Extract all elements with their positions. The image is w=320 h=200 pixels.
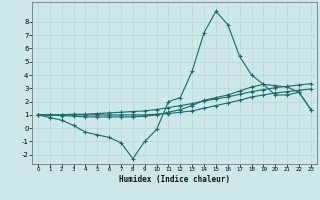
X-axis label: Humidex (Indice chaleur): Humidex (Indice chaleur) <box>119 175 230 184</box>
